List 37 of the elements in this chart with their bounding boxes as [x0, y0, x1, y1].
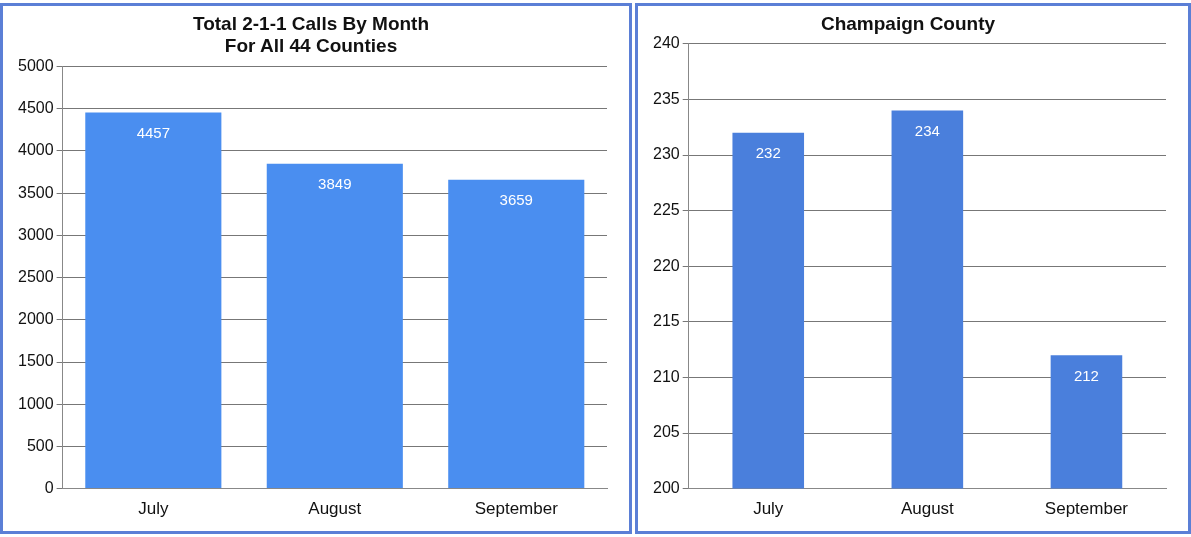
- y-tick-label: 5000: [18, 57, 54, 75]
- y-tick-label: 220: [652, 256, 680, 274]
- x-tick-label: August: [308, 499, 362, 519]
- y-tick-label: 0: [44, 479, 54, 497]
- y-tick-label: 2500: [18, 268, 54, 286]
- y-tick-label: 500: [26, 436, 54, 454]
- y-tick-label: 4500: [18, 99, 54, 117]
- y-tick-label: 225: [652, 201, 680, 219]
- chart-title: Champaign County: [820, 12, 996, 34]
- x-tick-label: September: [474, 499, 559, 519]
- y-tick-label: 4000: [18, 141, 54, 159]
- bar: [266, 163, 403, 489]
- y-tick-label: 200: [652, 479, 680, 497]
- y-tick-label: 210: [652, 367, 680, 385]
- y-tick-label: 240: [652, 34, 680, 52]
- x-tick-label: September: [1044, 499, 1129, 519]
- y-tick-label: 3000: [18, 225, 54, 243]
- y-tick-label: 1500: [18, 352, 54, 370]
- y-tick-label: 3500: [18, 183, 54, 201]
- data-label: 3659: [499, 191, 533, 209]
- data-label: 4457: [136, 124, 171, 142]
- y-tick-label: 205: [652, 423, 680, 441]
- y-tick-label: 235: [652, 89, 680, 107]
- x-tick-label: August: [900, 499, 955, 519]
- data-label: 212: [1073, 366, 1099, 384]
- y-tick-label: 215: [652, 312, 680, 330]
- bar: [85, 112, 222, 489]
- x-tick-label: July: [753, 499, 784, 519]
- data-label: 234: [914, 122, 940, 140]
- x-tick-label: July: [138, 499, 169, 519]
- bar: [448, 179, 585, 489]
- y-tick-label: 230: [652, 145, 680, 163]
- y-tick-label: 2000: [18, 310, 54, 328]
- data-label: 3849: [318, 175, 352, 193]
- y-tick-label: 1000: [18, 394, 54, 412]
- chart-title: Total 2-1-1 Calls By Month For All 44 Counties: [192, 12, 430, 57]
- data-label: 232: [755, 144, 781, 162]
